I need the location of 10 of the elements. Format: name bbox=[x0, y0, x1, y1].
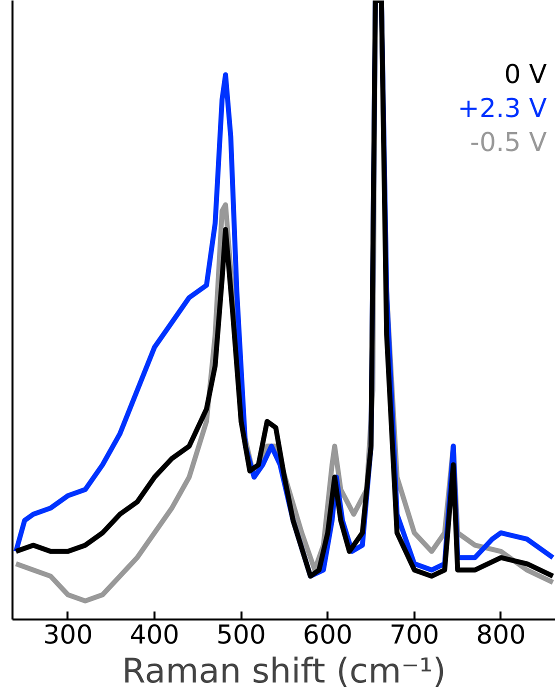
x-tick-label: 700 bbox=[390, 620, 440, 650]
x-tick-label: 400 bbox=[130, 620, 180, 650]
x-tick-label: 500 bbox=[216, 620, 266, 650]
text: -0.5 V bbox=[470, 128, 548, 158]
text: 0 V bbox=[504, 60, 548, 90]
x-axis-title: Raman shift (cm⁻¹) bbox=[122, 652, 446, 692]
text: +2.3 V bbox=[458, 94, 548, 124]
x-tick-label: 600 bbox=[302, 620, 353, 650]
x-tick-label: 800 bbox=[476, 620, 526, 650]
x-tick-label: 300 bbox=[43, 620, 93, 650]
